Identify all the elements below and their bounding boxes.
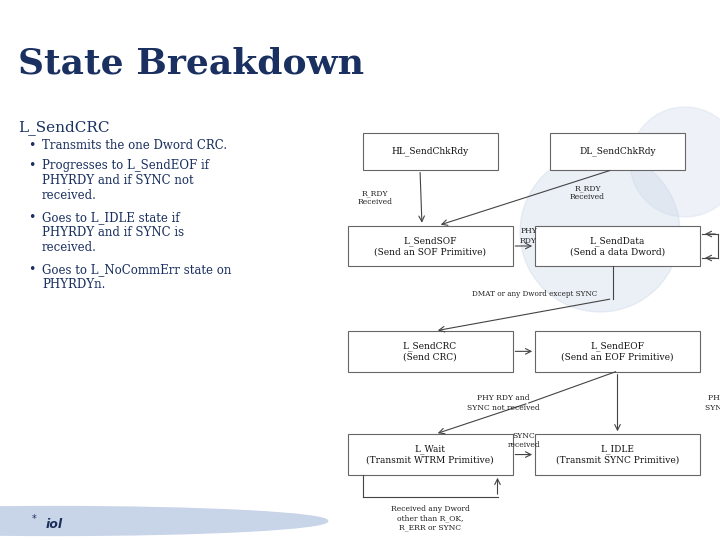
Bar xyxy=(348,434,513,475)
Text: 26: 26 xyxy=(348,512,372,530)
Text: L_SendCRC: L_SendCRC xyxy=(18,120,109,135)
Text: Transmits the one Dword CRC.: Transmits the one Dword CRC. xyxy=(42,139,227,152)
Text: Progresses to L_SendEOF if
PHYRDY and if SYNC not
received.: Progresses to L_SendEOF if PHYRDY and if… xyxy=(42,159,209,202)
Text: L_SendEOF
(Send an EOF Primitive): L_SendEOF (Send an EOF Primitive) xyxy=(562,341,674,361)
Text: *: * xyxy=(32,514,37,524)
Circle shape xyxy=(630,107,720,217)
Text: HL_SendChkRdy: HL_SendChkRdy xyxy=(392,146,469,156)
Text: L_SendData
(Send a data Dword): L_SendData (Send a data Dword) xyxy=(570,236,665,256)
Bar xyxy=(348,226,513,266)
Text: L_SendSOF
(Send an SOF Primitive): L_SendSOF (Send an SOF Primitive) xyxy=(374,236,486,256)
Text: iol: iol xyxy=(45,517,63,530)
Text: •: • xyxy=(28,139,35,152)
Text: DL_SendChkRdy: DL_SendChkRdy xyxy=(579,146,656,156)
Text: SATA Clause 9 Considerations: SATA Clause 9 Considerations xyxy=(233,9,487,24)
Bar xyxy=(550,133,685,170)
Text: Received any Dword
other than R_OK,
R_ERR or SYNC: Received any Dword other than R_OK, R_ER… xyxy=(390,505,469,531)
Bar xyxy=(535,226,700,266)
Circle shape xyxy=(520,152,680,312)
Text: •: • xyxy=(28,263,35,276)
Text: L_Wait
(Transmit WTRM Primitive): L_Wait (Transmit WTRM Primitive) xyxy=(366,444,494,464)
Bar xyxy=(348,331,513,372)
Circle shape xyxy=(0,507,328,536)
Text: •: • xyxy=(28,159,35,172)
Text: DMAT or any Dword except SYNC: DMAT or any Dword except SYNC xyxy=(472,289,598,298)
Text: L_IDLE
(Transmit SYNC Primitive): L_IDLE (Transmit SYNC Primitive) xyxy=(556,444,679,464)
Text: Goes to L_IDLE state if
PHYRDY and if SYNC is
received.: Goes to L_IDLE state if PHYRDY and if SY… xyxy=(42,211,184,254)
Bar xyxy=(535,434,700,475)
Text: PHY
RDY: PHY RDY xyxy=(520,227,537,245)
Text: PHY RDY and
SYNC not received: PHY RDY and SYNC not received xyxy=(467,394,540,411)
Text: L_SendCRC
(Send CRC): L_SendCRC (Send CRC) xyxy=(403,341,457,361)
Text: R_RDY
Received: R_RDY Received xyxy=(358,189,392,206)
Bar xyxy=(535,331,700,372)
Text: SYNC
received: SYNC received xyxy=(508,432,540,449)
Text: State Breakdown: State Breakdown xyxy=(18,47,364,81)
Text: R_RDY
Received: R_RDY Received xyxy=(570,184,605,201)
Text: •: • xyxy=(28,211,35,224)
Text: PHY RDY and
SYNC received: PHY RDY and SYNC received xyxy=(705,394,720,411)
Bar xyxy=(362,133,498,170)
Text: Goes to L_NoCommErr state on
PHYRDYn.: Goes to L_NoCommErr state on PHYRDYn. xyxy=(42,263,231,291)
